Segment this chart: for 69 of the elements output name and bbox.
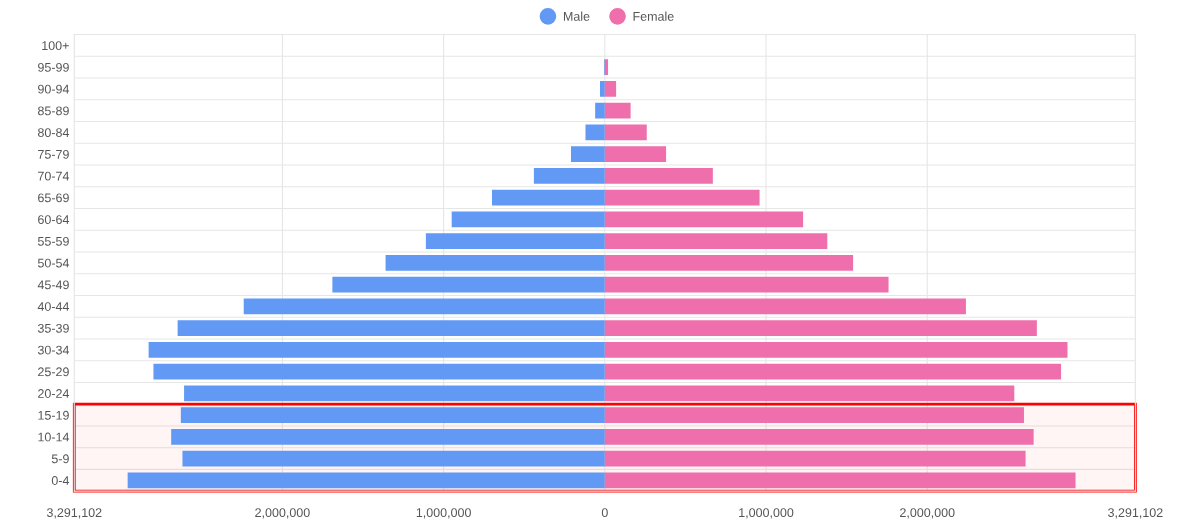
x-tick-label: 1,000,000 <box>416 508 471 519</box>
y-tick-label: 30-34 <box>37 345 70 355</box>
bar <box>604 211 804 228</box>
y-tick-label: 10-14 <box>38 432 70 442</box>
y-tick-label: 45-49 <box>37 280 69 290</box>
y-tick-label: 40-44 <box>37 302 70 311</box>
legend-label: Female <box>633 11 674 21</box>
y-tick-label: 5-9 <box>51 454 69 464</box>
y-tick-label: 0-4 <box>51 476 70 485</box>
bar <box>595 102 605 119</box>
bar <box>425 233 605 249</box>
bar <box>604 428 1034 445</box>
bar <box>604 233 828 249</box>
bar <box>604 407 1024 423</box>
y-tick-label: 95-99 <box>38 62 69 72</box>
x-tick-label: 1,000,000 <box>739 508 794 519</box>
bar <box>491 189 605 206</box>
y-tick-label: 20-24 <box>38 389 70 398</box>
legend-label: Male <box>563 11 590 21</box>
y-tick-label: 75-79 <box>38 149 69 159</box>
bar <box>177 320 605 336</box>
bar <box>604 189 760 206</box>
bar <box>153 363 605 380</box>
y-tick-label: 60-64 <box>38 215 70 225</box>
bar <box>604 342 1068 358</box>
bar <box>604 102 631 119</box>
bar <box>180 407 605 423</box>
bar <box>533 168 605 184</box>
y-tick-label: 15-19 <box>38 410 69 420</box>
bar <box>604 450 1026 467</box>
y-tick-label: 80-84 <box>37 128 70 138</box>
bar <box>604 146 667 162</box>
bar <box>604 298 966 315</box>
bar <box>184 385 605 402</box>
x-tick-label: 3,291,102 <box>46 508 102 519</box>
bar <box>243 298 605 315</box>
bar <box>127 472 605 489</box>
bar <box>599 81 605 97</box>
bar <box>604 81 617 97</box>
y-tick-label: 70-74 <box>38 171 70 181</box>
bar <box>604 168 713 184</box>
bar <box>604 255 854 271</box>
bar <box>604 59 609 75</box>
bar <box>570 146 605 162</box>
x-tick-label: 2,000,000 <box>255 508 310 519</box>
y-tick-label: 25-29 <box>38 367 69 377</box>
bar <box>604 385 1015 402</box>
bar <box>332 276 605 293</box>
bar <box>604 320 1037 336</box>
x-tick-label: 3,291,102 <box>1108 508 1163 519</box>
bar <box>451 211 605 228</box>
bar <box>148 342 605 358</box>
y-tick-label: 55-59 <box>37 236 69 246</box>
x-tick-label: 0 <box>601 508 608 518</box>
y-tick-label: 35-39 <box>37 323 69 333</box>
y-tick-label: 85-89 <box>37 106 69 116</box>
y-tick-label: 90-94 <box>38 84 70 94</box>
bar <box>182 450 605 467</box>
y-tick-label: 100+ <box>42 41 69 51</box>
bar <box>604 276 889 293</box>
bar <box>604 124 647 141</box>
y-tick-label: 50-54 <box>37 258 70 268</box>
bar <box>171 428 605 445</box>
x-tick-label: 2,000,000 <box>900 508 955 519</box>
y-tick-label: 65-69 <box>38 193 69 203</box>
bar <box>585 124 605 141</box>
bar <box>604 472 1076 489</box>
bar <box>604 363 1062 380</box>
bar <box>385 255 605 271</box>
